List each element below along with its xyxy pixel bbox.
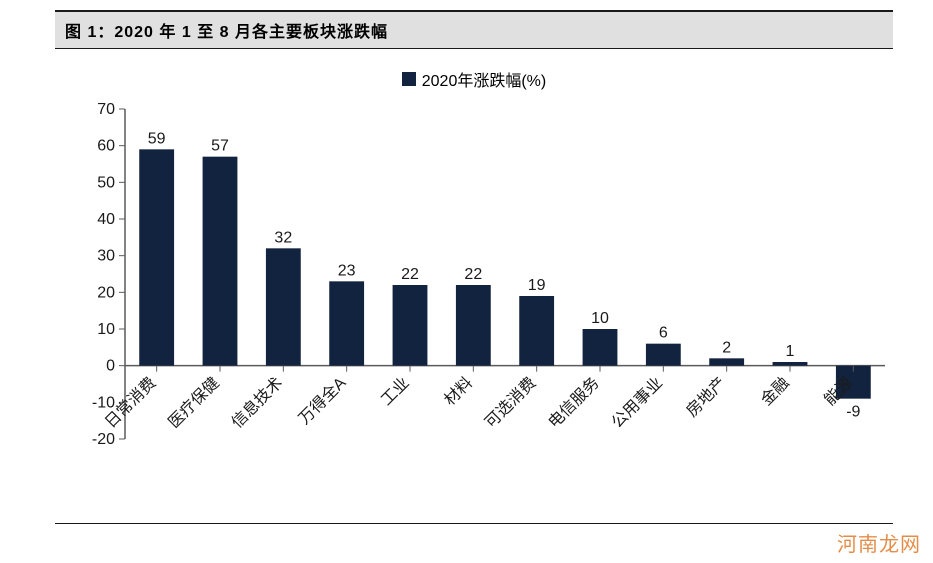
bar-value-label: 10 <box>591 310 609 327</box>
x-tick-label: 可选消费 <box>482 374 540 432</box>
bar-value-label: 59 <box>148 130 166 147</box>
bar-value-label: 2 <box>722 339 731 356</box>
y-tick-label: -20 <box>92 431 115 448</box>
x-tick-label: 金融 <box>757 374 792 409</box>
bar <box>266 248 301 365</box>
y-tick-label: 10 <box>97 321 115 338</box>
y-tick-label: 50 <box>97 174 115 191</box>
x-tick-label: 公用事业 <box>608 374 666 432</box>
x-tick-label: 万得全A <box>295 374 349 428</box>
x-tick-label: 医疗保健 <box>165 374 223 432</box>
y-tick-label: 0 <box>106 358 115 375</box>
bar-value-label: 22 <box>464 266 482 283</box>
bar-value-label: 22 <box>401 266 419 283</box>
watermark: 河南龙网 <box>837 528 921 557</box>
y-tick-label: 60 <box>97 138 115 155</box>
legend-swatch <box>402 72 416 86</box>
bar-value-label: -9 <box>846 404 860 421</box>
bar <box>583 329 618 366</box>
figure-frame: 图 1：2020 年 1 至 8 月各主要板块涨跌幅 2020年涨跌幅(%) -… <box>0 0 933 563</box>
bottom-rule <box>55 523 893 524</box>
bar <box>393 285 428 366</box>
figure-number: 图 1： <box>65 24 114 41</box>
bar-value-label: 6 <box>659 325 668 342</box>
y-tick-label: 40 <box>97 211 115 228</box>
x-tick-label: 工业 <box>377 374 412 409</box>
bar <box>329 281 364 365</box>
bar <box>646 344 681 366</box>
bar <box>456 285 491 366</box>
figure-title: 2020 年 1 至 8 月各主要板块涨跌幅 <box>114 24 388 41</box>
x-tick-label: 材料 <box>441 374 476 409</box>
y-tick-label: 20 <box>97 284 115 301</box>
bar-value-label: 57 <box>211 138 229 155</box>
bar-value-label: 23 <box>338 262 356 279</box>
bar <box>709 358 744 365</box>
bar-chart: -20-1001020304050607059日常消费57医疗保健32信息技术2… <box>55 99 893 519</box>
chart-svg: -20-1001020304050607059日常消费57医疗保健32信息技术2… <box>55 99 893 519</box>
bar <box>203 157 238 366</box>
legend: 2020年涨跌幅(%) <box>55 49 893 99</box>
legend-item: 2020年涨跌幅(%) <box>402 67 546 91</box>
y-tick-label: 70 <box>97 101 115 118</box>
y-tick-label: -10 <box>92 394 115 411</box>
bar-value-label: 19 <box>528 277 546 294</box>
x-tick-label: 信息技术 <box>228 374 286 432</box>
x-tick-label: 电信服务 <box>545 374 603 432</box>
bar-value-label: 32 <box>274 229 292 246</box>
x-tick-label: 房地产 <box>683 374 730 421</box>
legend-label: 2020年涨跌幅(%) <box>422 67 546 91</box>
y-tick-label: 30 <box>97 248 115 265</box>
bar <box>773 362 808 366</box>
bar <box>139 149 174 365</box>
figure-title-bar: 图 1：2020 年 1 至 8 月各主要板块涨跌幅 <box>55 10 893 49</box>
bar <box>519 296 554 366</box>
bar-value-label: 1 <box>786 343 795 360</box>
